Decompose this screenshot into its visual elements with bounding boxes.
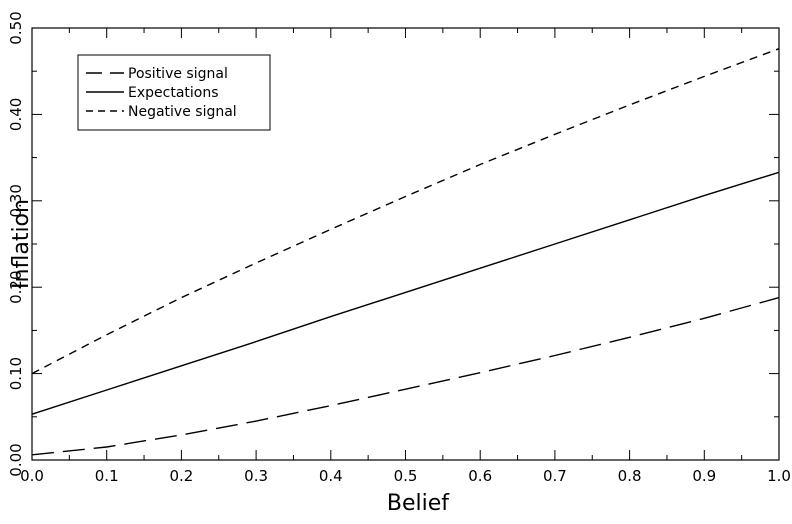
legend-label-negative-signal: Negative signal — [128, 104, 237, 120]
axis-ticks: 0.0 0.1 0.2 0.3 0.4 0.5 0.6 0.7 0.8 0.9 1.0 0.00 0.1… — [7, 11, 791, 485]
x-tick-label: 0.3 — [244, 467, 268, 485]
x-tick-label: 0.8 — [618, 467, 642, 485]
x-tick-label: 0.2 — [169, 467, 193, 485]
y-tick-label: 0.20 — [7, 270, 25, 303]
x-tick-label: 0.9 — [692, 467, 716, 485]
series-line-expectations — [31, 171, 780, 415]
y-tick-label: 0.10 — [7, 357, 25, 390]
x-tick-label: 1.0 — [767, 467, 791, 485]
legend-label-positive-signal: Positive signal — [128, 66, 228, 82]
x-tick-label: 0.1 — [95, 467, 119, 485]
series-line-positive-signal — [31, 296, 780, 456]
x-tick-label: 0.4 — [319, 467, 343, 485]
x-tick-label: 0.7 — [543, 467, 567, 485]
legend-label-expectations: Expectations — [128, 85, 219, 101]
y-tick-label: 0.40 — [7, 98, 25, 131]
x-tick-label: 0.0 — [20, 467, 44, 485]
x-tick-label: 0.6 — [468, 467, 492, 485]
y-tick-label: 0.00 — [7, 443, 25, 476]
y-axis-title: Inflation — [9, 199, 34, 289]
y-tick-label: 0.30 — [7, 184, 25, 217]
series-lines — [31, 48, 780, 456]
y-tick-label: 0.50 — [7, 11, 25, 44]
x-axis-title: Belief — [387, 491, 450, 516]
x-tick-label: 0.5 — [394, 467, 418, 485]
legend: Positive signal Expectations Negative sign… — [77, 54, 271, 131]
series-line-negative-signal — [31, 48, 780, 375]
